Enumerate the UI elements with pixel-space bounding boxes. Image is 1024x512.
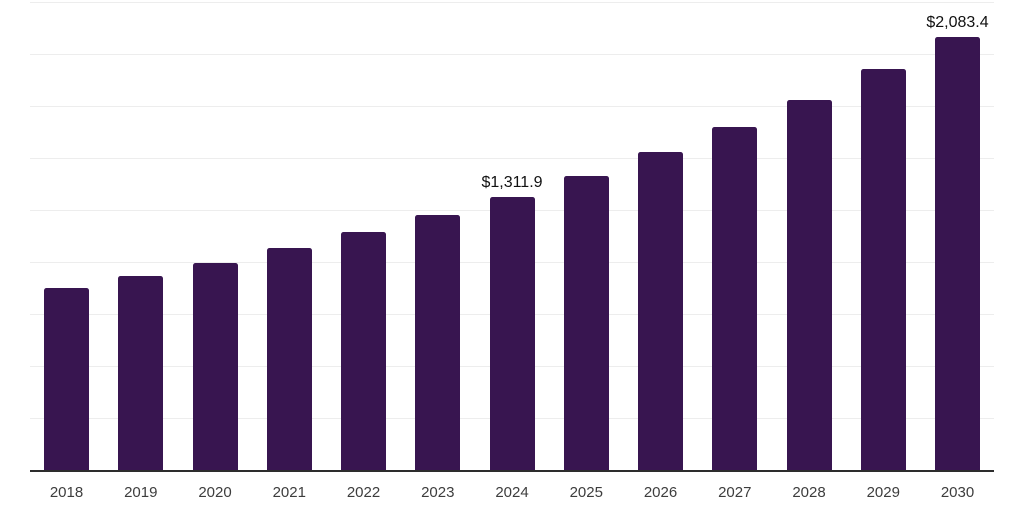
x-axis-line [30,470,994,472]
bar-2030 [935,36,980,470]
x-tick-2030: 2030 [940,484,975,501]
x-tick-2022: 2022 [346,484,381,501]
bar-2028 [786,99,832,470]
bar-2022 [341,232,386,470]
data-label-2024: $1,311.9 [481,174,543,192]
bar-2019 [118,275,164,470]
plot-area: $1,311.9 $2,083.4 [30,0,994,472]
bar-2023 [415,215,461,470]
x-tick-2018: 2018 [49,484,84,501]
bar-2029 [860,68,906,470]
bar-2018 [44,288,89,470]
x-tick-2025: 2025 [569,484,603,501]
bar-2020 [192,262,238,470]
x-tick-2026: 2026 [643,484,678,501]
gridline [30,158,994,159]
x-tick-2029: 2029 [866,484,900,501]
bar-2025 [563,176,609,470]
x-tick-2027: 2027 [718,484,752,501]
x-tick-2028: 2028 [792,484,826,501]
gridline [30,54,994,55]
x-tick-2021: 2021 [272,484,306,501]
data-label-2030: $2,083.4 [926,13,989,31]
gridline [30,2,994,3]
x-tick-2020: 2020 [198,484,232,501]
bar-2027 [712,126,758,470]
x-tick-2024: 2024 [495,484,529,501]
gridline [30,106,994,107]
x-tick-2019: 2019 [124,484,158,501]
bar-2021 [266,247,312,470]
bar-2026 [638,151,683,470]
x-tick-2023: 2023 [421,484,455,501]
bar-2024 [489,197,535,470]
